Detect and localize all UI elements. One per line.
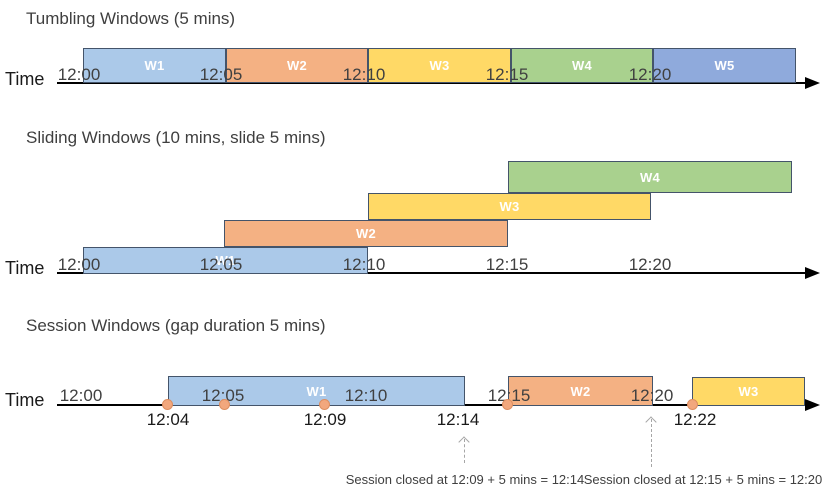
tick-12-05: 12:05 (201, 386, 245, 405)
window-label: W4 (639, 169, 661, 185)
sliding-window-w4: W4 (508, 161, 792, 193)
tick-12-15: 12:15 (487, 386, 531, 405)
tick-12-20: 12:20 (630, 386, 674, 405)
tick-12-05: 12:05 (199, 65, 243, 84)
event-label-12-04: 12:04 (146, 410, 190, 429)
session-close-arrow-1 (464, 439, 465, 463)
tumbling-window-w1: W1 (83, 48, 226, 83)
window-label: W1 (144, 58, 165, 73)
window-label: W3 (429, 58, 450, 73)
tick-12-20: 12:20 (628, 65, 672, 84)
event-dot (219, 399, 230, 410)
event-dot-12-15 (502, 399, 513, 410)
sliding-window-w1: W1 (83, 247, 368, 274)
tick-12-00: 12:00 (57, 65, 101, 84)
window-label: W3 (499, 199, 520, 214)
session-close-note-2: Session closed at 12:15 + 5 mins = 12:20 (583, 472, 823, 487)
session-close-note-1: Session closed at 12:09 + 5 mins = 12:14 (345, 472, 585, 487)
window-label: W4 (571, 58, 593, 73)
session-window-w1: W1 (168, 376, 465, 406)
sliding-section-title: Sliding Windows (10 mins, slide 5 mins) (26, 128, 326, 147)
window-label: W5 (714, 58, 735, 73)
event-label-12-14: 12:14 (436, 410, 480, 429)
window-label: W1 (215, 253, 236, 268)
tumbling-window-w3: W3 (368, 48, 511, 83)
tick-12-10: 12:10 (342, 65, 386, 84)
tumbling-section-title: Tumbling Windows (5 mins) (26, 9, 236, 28)
tick-12-20: 12:20 (628, 255, 672, 274)
session-window-w3: W3 (692, 377, 805, 406)
tumbling-window-w5: W5 (653, 48, 796, 83)
event-dot-12-09 (319, 399, 330, 410)
sliding-window-w3: W3 (368, 193, 651, 220)
tumbling-time-axis (57, 77, 820, 89)
session-close-arrow-2 (651, 419, 652, 467)
tumbling-time-axis-label: Time (5, 69, 45, 89)
event-dot-12-22 (687, 399, 698, 410)
tick-12-00: 12:00 (59, 386, 103, 405)
tick-12-10: 12:10 (342, 255, 386, 274)
tick-12-00: 12:00 (57, 255, 101, 274)
tumbling-window-w2: W2 (226, 48, 368, 83)
sliding-window-w2: W2 (224, 220, 508, 247)
tumbling-window-w4: W4 (511, 48, 653, 83)
session-time-axis-label: Time (5, 390, 45, 410)
event-dot-12-04 (162, 399, 173, 410)
window-label: W2 (355, 226, 377, 241)
tick-12-05: 12:05 (199, 255, 243, 274)
window-label: W2 (570, 383, 591, 399)
session-section-title: Session Windows (gap duration 5 mins) (26, 316, 326, 335)
tick-12-10: 12:10 (344, 386, 388, 405)
window-label: W3 (738, 384, 759, 399)
window-label: W1 (306, 383, 327, 399)
event-label-12-22: 12:22 (673, 410, 717, 429)
tick-12-15: 12:15 (485, 255, 529, 274)
event-label-12-09: 12:09 (303, 410, 347, 429)
sliding-time-axis (57, 267, 820, 279)
session-window-w2: W2 (508, 376, 653, 406)
tick-12-15: 12:15 (485, 65, 529, 84)
window-label: W2 (286, 58, 308, 73)
sliding-time-axis-label: Time (5, 258, 45, 278)
